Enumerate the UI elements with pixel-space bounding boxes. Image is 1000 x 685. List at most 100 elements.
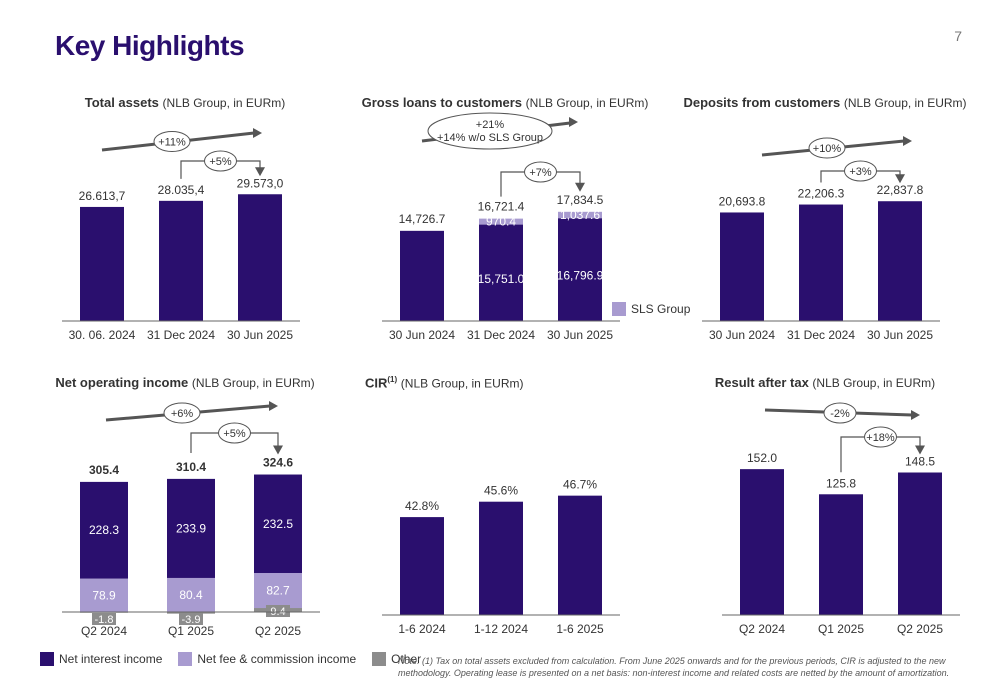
noi-long-bubble	[163, 402, 201, 424]
deposits-short-arrowhead	[895, 174, 905, 184]
gross-loans-total-2: 17,834.5	[557, 193, 604, 207]
deposits-bar-0	[720, 212, 764, 321]
gross-loans-short-label: +7%	[529, 167, 552, 179]
noi-bar-nii-2	[254, 474, 302, 573]
deposits-chart: 20,693.8 30 Jun 2024 22,206.3 31 Dec 2024 22…	[702, 136, 940, 342]
cir-category-0: 1-6 2024	[398, 622, 446, 636]
legend-item-nii: Net interest income	[40, 652, 162, 666]
legend-label-nii: Net interest income	[59, 652, 163, 666]
noi-nii-label-0: 228.3	[89, 523, 119, 537]
cir-category-1: 1-12 2024	[474, 622, 528, 636]
result-panel: Result after tax (NLB Group, in EURm) 15…	[680, 375, 970, 645]
legend-item-other: Other	[372, 652, 421, 666]
noi-total-0: 305.4	[89, 463, 119, 477]
noi-nfc-label-0: 78.9	[92, 588, 116, 602]
gross-loans-bar-base-0	[400, 230, 444, 321]
gross-loans-total-1: 16,721.4	[478, 200, 525, 214]
legend-label-nfc: Net fee & commission income	[197, 652, 357, 666]
result-long-bubble	[823, 402, 857, 424]
result-category-2: Q2 2025	[897, 622, 943, 636]
result-category-0: Q2 2024	[739, 622, 785, 636]
legend-swatch-other	[372, 652, 387, 666]
gross-loans-short-bubble	[524, 161, 557, 183]
noi-panel: Net operating income (NLB Group, in EURm…	[40, 375, 330, 645]
noi-short-arrowhead	[273, 445, 283, 455]
total-assets-chart: 26.613,7 30. 06. 2024 28.035,4 31 Dec 2024 2…	[62, 128, 300, 342]
deposits-category-2: 30 Jun 2025	[867, 328, 933, 342]
noi-title: Net operating income (NLB Group, in EURm…	[55, 375, 315, 390]
noi-bar-nfc-1	[167, 577, 215, 612]
total-assets-value-1: 28.035,4	[158, 183, 205, 197]
gross-loans-total-0: 14,726.7	[399, 212, 446, 226]
noi-category-1: Q1 2025	[168, 624, 214, 638]
noi-short-label: +5%	[223, 428, 246, 440]
cir-value-2: 46.7%	[563, 478, 597, 492]
noi-long-arrowhead	[269, 401, 278, 411]
cir-bar-1	[479, 501, 523, 615]
noi-bar-nfc-2	[254, 572, 302, 609]
gross-loans-bar-base-2	[558, 218, 602, 321]
deposits-short-bubble	[844, 160, 877, 182]
deposits-category-1: 31 Dec 2024	[787, 328, 855, 342]
gross-loans-long-label-2: +14% w/o SLS Group	[437, 132, 543, 144]
cir-value-0: 42.8%	[405, 499, 439, 513]
deposits-long-label: +10%	[813, 143, 842, 155]
gross-loans-title: Gross loans to customers (NLB Group, in …	[361, 95, 649, 110]
deposits-value-2: 22,837.8	[877, 183, 924, 197]
gross-loans-category-1: 31 Dec 2024	[467, 328, 535, 342]
noi-category-0: Q2 2024	[81, 624, 127, 638]
noi-long-label: +6%	[171, 408, 194, 420]
noi-nfc-label-1: 80.4	[179, 588, 203, 602]
deposits-long-arrowhead	[903, 136, 912, 146]
noi-bar-nii-1	[167, 478, 215, 578]
gross-loans-short-arrowhead	[575, 182, 585, 192]
legend-swatch-nii	[40, 652, 54, 666]
legend-item-nfc: Net fee & commission income	[178, 652, 356, 666]
noi-bar-nfc-0	[80, 578, 128, 612]
cir-title: CIR(1) (NLB Group, in EURm)	[365, 375, 524, 391]
deposits-value-1: 22,206.3	[798, 187, 845, 201]
gross-loans-panel: Gross loans to customers (NLB Group, in …	[360, 95, 650, 345]
cir-chart: 42.8% 1-6 2024 45.6% 1-12 2024 46.7% 1-6 2025	[382, 478, 620, 636]
footnote: Note: (1) Tax on total assets excluded f…	[398, 656, 950, 678]
deposits-bar-1	[799, 204, 843, 321]
gross-loans-base-label-1: 15,751.0	[478, 272, 525, 286]
noi-chart: 78.9 228.3 -1.8 305.4 Q2 2024 80.4 233.9 -3.9 31…	[62, 401, 320, 638]
gross-loans-sls-label-2: 1,037.6	[560, 208, 600, 222]
gross-loans-category-2: 30 Jun 2025	[547, 328, 613, 342]
page-number: 7	[954, 28, 962, 44]
gross-loans-bar-sls-2	[558, 211, 602, 219]
noi-legend: Net interest income Net fee & commission…	[40, 652, 427, 666]
result-bar-2	[898, 472, 942, 615]
gross-loans-bar-base-1	[479, 224, 523, 321]
total-assets-panel: Total assets (NLB Group, in EURm) 26.613…	[40, 95, 330, 345]
total-assets-value-0: 26.613,7	[79, 189, 126, 203]
noi-bar-nii-0	[80, 481, 128, 579]
sls-swatch	[612, 302, 626, 316]
gross-loans-long-label-1: +21%	[476, 119, 505, 131]
gross-loans-chart: 14,726.7 30 Jun 2024 970.4 15,751.0 16,721.4…	[382, 112, 620, 342]
legend-label-other: Other	[391, 652, 422, 666]
total-assets-category-2: 30 Jun 2025	[227, 328, 293, 342]
result-bar-1	[819, 494, 863, 615]
result-value-0: 152.0	[747, 451, 777, 465]
result-long-arrowhead	[911, 410, 920, 420]
sls-legend: SLS Group	[612, 302, 690, 316]
result-short-label: +18%	[866, 432, 895, 444]
total-assets-short-label: +5%	[209, 156, 232, 168]
gross-loans-bar-sls-1	[479, 218, 523, 225]
deposits-short-label: +3%	[849, 166, 872, 178]
noi-short-bubble	[218, 422, 251, 444]
result-category-1: Q1 2025	[818, 622, 864, 636]
result-chart: 152.0 Q2 2024 125.8 Q1 2025 148.5 Q2 2025 -2% +…	[722, 402, 960, 636]
total-assets-bar-1	[159, 200, 203, 321]
result-long-label: -2%	[830, 408, 850, 420]
deposits-panel: Deposits from customers (NLB Group, in E…	[680, 95, 970, 345]
result-title: Result after tax (NLB Group, in EURm)	[714, 375, 936, 390]
total-assets-title: Total assets (NLB Group, in EURm)	[84, 95, 286, 110]
noi-other-label-1: -3.9	[182, 614, 201, 626]
result-bar-0	[740, 469, 784, 615]
page-title: Key Highlights	[55, 30, 245, 61]
noi-other-label-bg-1	[179, 613, 203, 625]
total-assets-category-0: 30. 06. 2024	[69, 328, 136, 342]
